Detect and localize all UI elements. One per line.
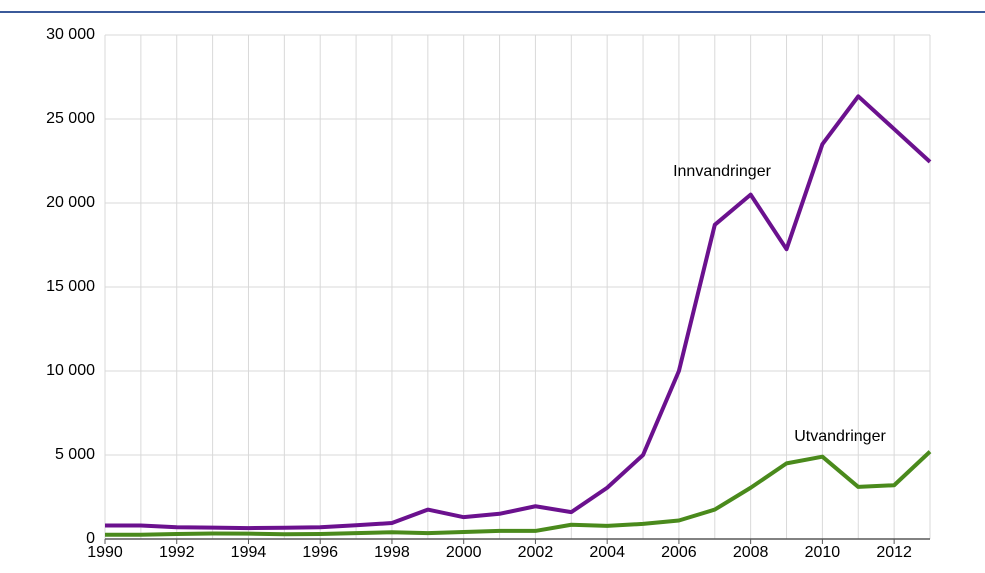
y-tick-label: 25 000 — [46, 110, 95, 127]
y-tick-label: 10 000 — [46, 362, 95, 379]
x-tick-label: 2010 — [805, 544, 841, 561]
line-series — [105, 450, 932, 537]
x-tick-label: 2000 — [446, 544, 482, 561]
series-label: Utvandringer — [794, 428, 886, 445]
x-tick-label: 2004 — [589, 544, 625, 561]
x-tick-label: 1992 — [159, 544, 195, 561]
y-tick-label: 30 000 — [46, 26, 95, 43]
x-tick-label: 2008 — [733, 544, 769, 561]
series-label: Innvandringer — [673, 163, 772, 180]
x-tick-label: 2006 — [661, 544, 697, 561]
y-tick-label: 0 — [86, 530, 95, 547]
x-tick-label: 1998 — [374, 544, 410, 561]
x-tick-label: 2002 — [518, 544, 554, 561]
line-series — [105, 94, 932, 531]
x-tick-label: 1994 — [231, 544, 267, 561]
x-tick-label: 2012 — [876, 544, 912, 561]
y-tick-label: 5 000 — [55, 446, 95, 463]
x-tick-label: 1996 — [302, 544, 338, 561]
y-tick-label: 15 000 — [46, 278, 95, 295]
x-tick-label: 1990 — [87, 544, 123, 561]
y-tick-label: 20 000 — [46, 194, 95, 211]
